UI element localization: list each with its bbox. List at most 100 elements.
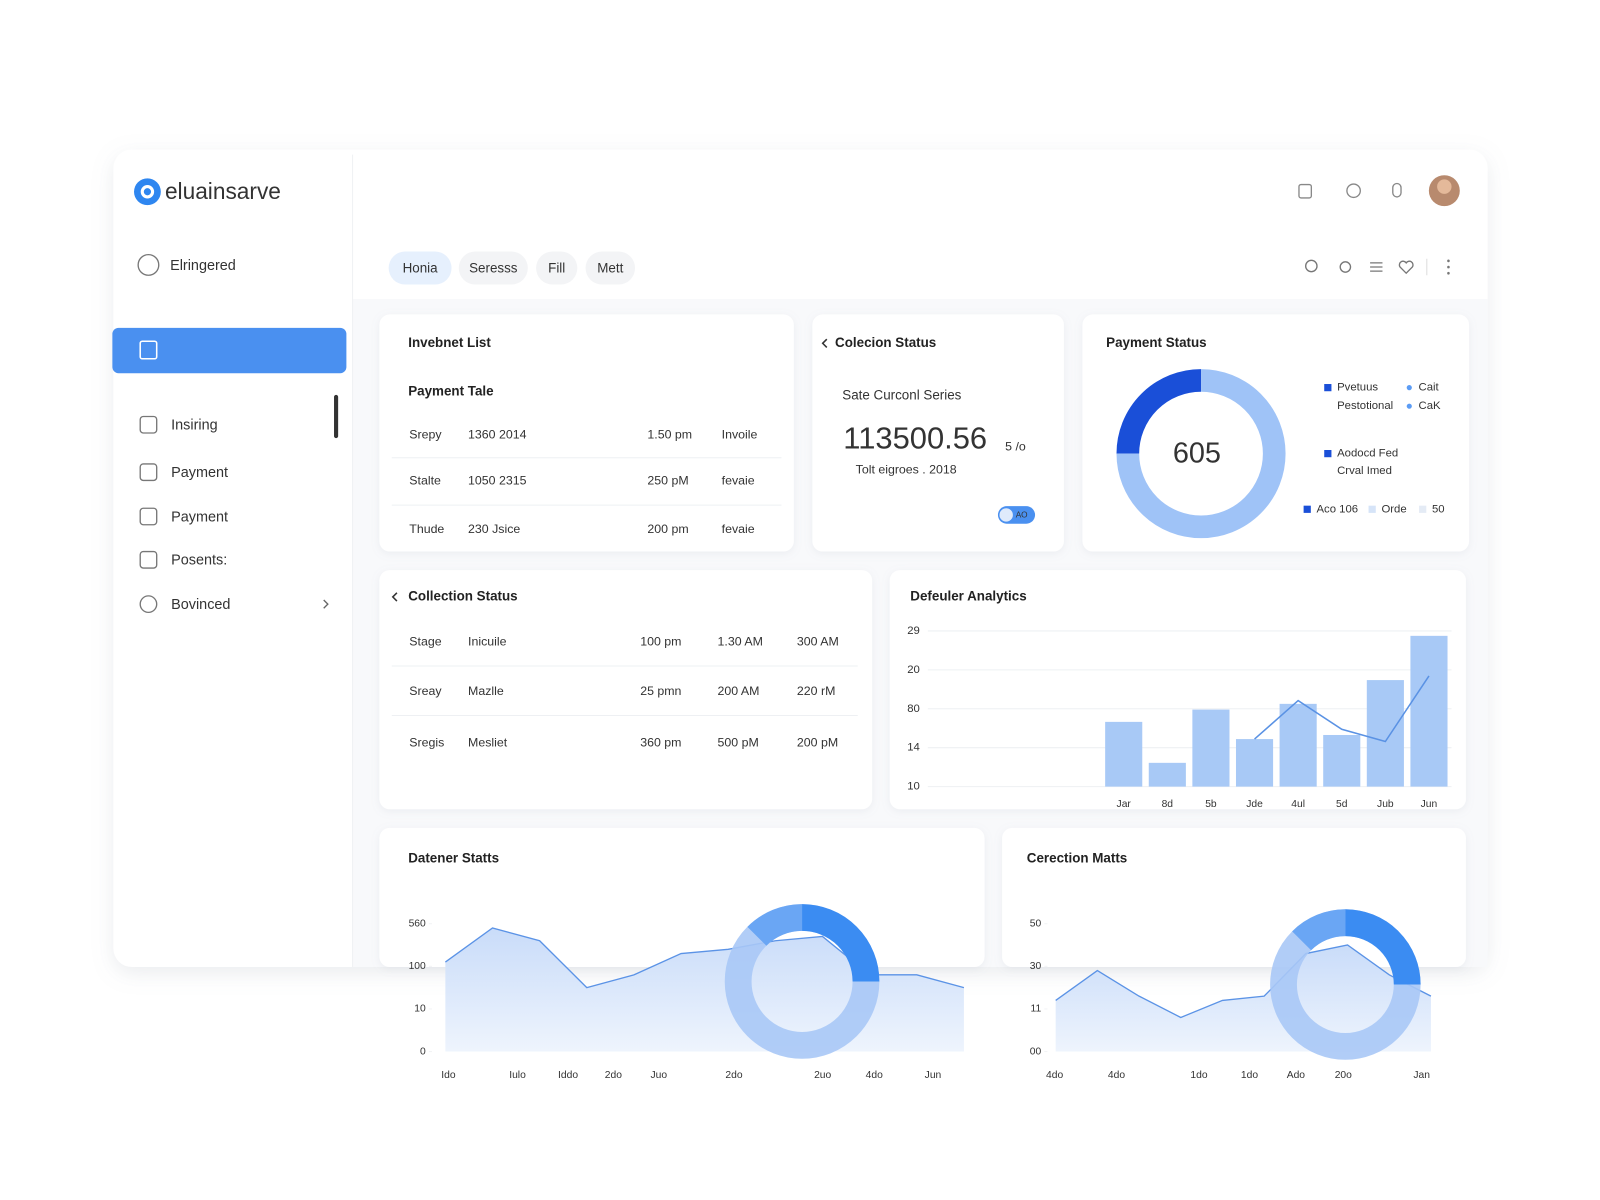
- table-cell: 1050 2315: [468, 474, 527, 488]
- x-tick-label: 1do: [1241, 1070, 1258, 1081]
- x-tick-label: 5d: [1336, 799, 1348, 810]
- legend-marker: [1324, 450, 1332, 458]
- x-tick-label: 4do: [1108, 1070, 1125, 1081]
- summary-label: Sate Curconl Series: [842, 387, 961, 402]
- bar: [1148, 762, 1186, 787]
- table-cell: Sregis: [409, 736, 444, 750]
- legend-label: Pvetuus: [1337, 382, 1378, 394]
- y-tick-label: 00: [1030, 1046, 1042, 1057]
- ring-arc: [747, 904, 803, 947]
- tab[interactable]: [458, 251, 528, 285]
- tab-label[interactable]: Mett: [597, 261, 623, 276]
- x-tick-label: 4ul: [1291, 799, 1305, 810]
- pie-segment: [1116, 369, 1286, 539]
- icon-list[interactable]: [1370, 262, 1383, 272]
- tab-label[interactable]: Honia: [403, 261, 439, 276]
- legend-marker: [1324, 384, 1332, 392]
- back-icon[interactable]: [821, 338, 828, 348]
- x-tick-label: 1do: [1190, 1070, 1207, 1081]
- summary-value: 113500.56: [843, 420, 987, 455]
- y-tick-label: 14: [907, 742, 920, 754]
- x-tick-label: Jun: [925, 1070, 942, 1081]
- card-title: Defeuler Analytics: [910, 588, 1026, 603]
- table-cell: Invoile: [722, 427, 758, 441]
- tab[interactable]: [585, 251, 636, 285]
- tab[interactable]: [536, 251, 578, 285]
- icon-bag[interactable]: [1298, 183, 1313, 199]
- legend-label: Orde: [1381, 503, 1406, 515]
- table-cell: 200 pm: [647, 522, 688, 536]
- toggle-knob: [999, 508, 1013, 522]
- x-tick-label: 4do: [866, 1070, 883, 1081]
- nav-icon: [139, 415, 158, 434]
- nav-icon: [139, 595, 158, 614]
- pie-segment: [1116, 369, 1202, 455]
- icon-share[interactable]: [1339, 261, 1352, 273]
- icon-bell[interactable]: [1392, 182, 1402, 198]
- legend-marker: [1303, 505, 1311, 513]
- back-icon[interactable]: [391, 592, 398, 602]
- nav-icon: [139, 463, 158, 482]
- nav-active[interactable]: [112, 327, 347, 374]
- nav-label[interactable]: Posents:: [171, 553, 227, 569]
- icon-chat[interactable]: [1346, 183, 1361, 199]
- table-cell: 250 pM: [647, 474, 688, 488]
- nav-active-icon: [139, 340, 158, 360]
- table-cell: Mesliet: [468, 736, 508, 750]
- table-cell: Inicuile: [468, 635, 507, 649]
- scrollbar: [334, 394, 339, 439]
- table-cell: 200 AM: [718, 684, 760, 698]
- ring-decor: [724, 904, 1421, 1060]
- legend-label: Crval Imed: [1337, 465, 1392, 477]
- pie-center-label: 605: [1173, 437, 1221, 469]
- tab[interactable]: [388, 251, 452, 285]
- y-tick-label: 11: [1031, 1004, 1042, 1015]
- nav-label[interactable]: Payment: [171, 509, 228, 525]
- user-name: Elringered: [170, 258, 236, 274]
- tab-label[interactable]: Fill: [548, 261, 565, 276]
- summary-note: Tolt eigroes . 2018: [856, 462, 957, 476]
- legend-marker: [1368, 505, 1376, 513]
- legend-label: Pestotional: [1337, 400, 1393, 412]
- ring-arc: [1292, 909, 1346, 951]
- nav-icon: [139, 507, 158, 526]
- card: [379, 570, 873, 810]
- table-cell: 1.50 pm: [647, 427, 692, 441]
- table-cell: fevaie: [722, 522, 755, 536]
- card: [812, 314, 1064, 552]
- ring-arc: [1344, 909, 1421, 986]
- legend-marker: [1406, 385, 1412, 391]
- card: [889, 570, 1466, 810]
- card-title: Invebnet List: [408, 335, 491, 350]
- nav-label[interactable]: Insiring: [171, 418, 218, 434]
- table-cell: 200 pM: [797, 736, 838, 750]
- y-tick-label: 100: [409, 961, 426, 972]
- y-tick-label: 50: [1030, 918, 1042, 929]
- nav-label[interactable]: Payment: [171, 465, 228, 481]
- icon-search[interactable]: [1304, 259, 1318, 273]
- table-cell: 360 pm: [640, 736, 681, 750]
- y-tick-label: 10: [907, 781, 920, 793]
- table-cell: 500 pM: [718, 736, 759, 750]
- table-cell: Stalte: [409, 474, 441, 488]
- x-tick-label: 2uo: [814, 1070, 831, 1081]
- y-tick-label: 10: [414, 1004, 426, 1015]
- table-cell: Mazlle: [468, 684, 504, 698]
- card-title: Payment Status: [1106, 335, 1206, 350]
- line: [1254, 675, 1430, 743]
- legend-marker: [1406, 403, 1412, 409]
- table-cell: 220 rM: [797, 684, 835, 698]
- area-line: [1055, 944, 1432, 1019]
- nav-label[interactable]: Bovinced: [171, 597, 230, 613]
- icon-heart[interactable]: [1398, 260, 1414, 275]
- y-tick-label: 560: [409, 918, 426, 929]
- bar: [1323, 734, 1361, 787]
- legend-label: 50: [1432, 503, 1445, 515]
- logo-mark: [140, 185, 155, 199]
- tab-label[interactable]: Seresss: [469, 261, 518, 276]
- table-cell: Thude: [409, 522, 444, 536]
- x-tick-label: 20o: [1335, 1070, 1352, 1081]
- avatar-face: [1437, 179, 1452, 194]
- brand: eluainsarve: [165, 178, 281, 204]
